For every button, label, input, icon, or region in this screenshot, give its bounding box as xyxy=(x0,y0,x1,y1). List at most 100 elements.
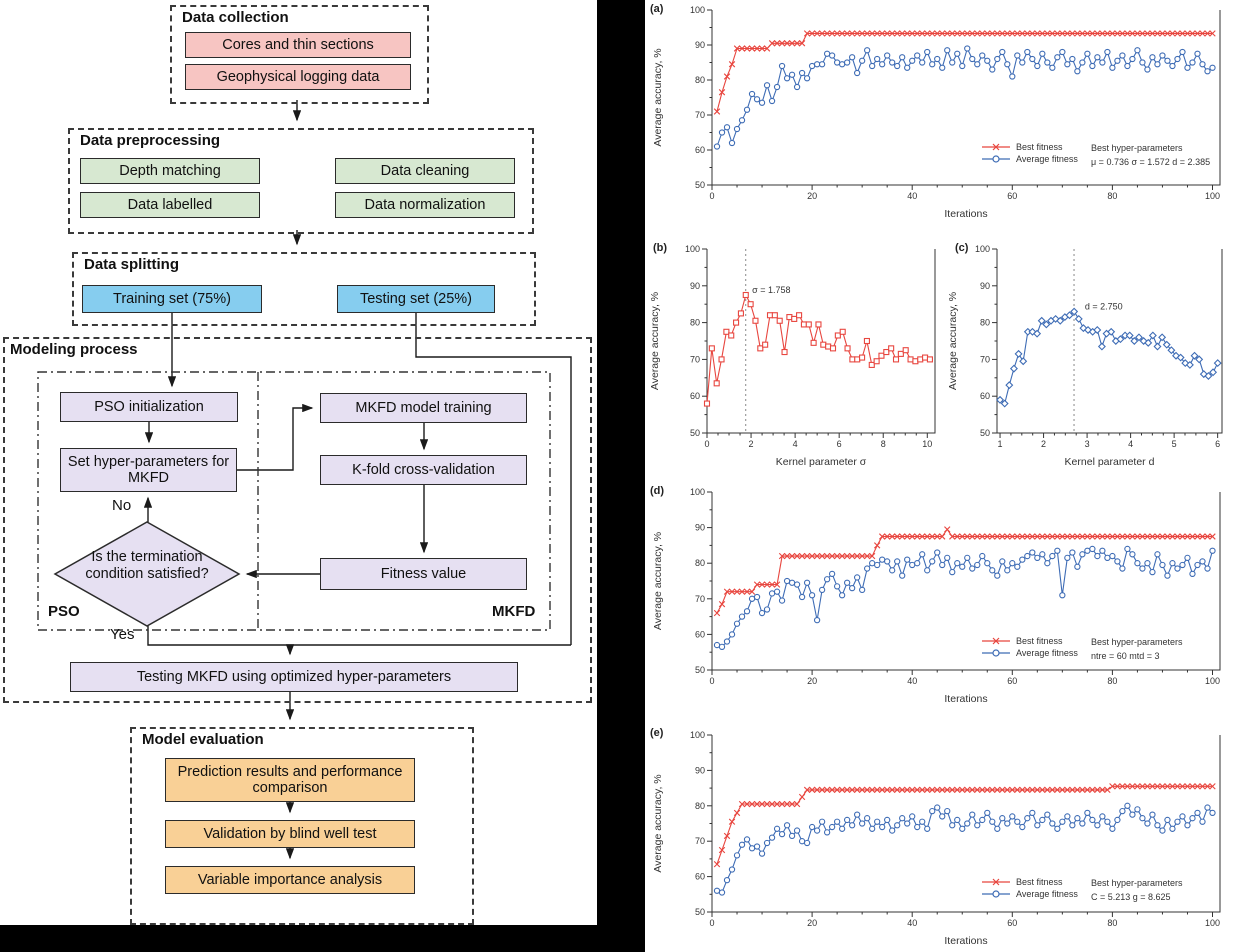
svg-text:Iterations: Iterations xyxy=(944,208,987,220)
svg-text:2: 2 xyxy=(1041,439,1046,449)
chart-c: (c) 50 60 70 80 90 100 1 2 3 4 5 6 Kernel parameter … xyxy=(945,237,1233,480)
flowchart-connectors xyxy=(37,100,572,860)
svg-text:6: 6 xyxy=(1215,439,1220,449)
chart-a-label: (a) xyxy=(650,3,664,15)
charts-panel: (a) 50 60 70 80 90 100 0 20 40 60 80 100 Iterations A… xyxy=(645,0,1233,952)
chart-c-label: (c) xyxy=(955,242,969,254)
svg-text:50: 50 xyxy=(690,428,700,438)
testing-set-box: Testing set (25%) xyxy=(337,285,495,313)
best-fitness-marker-icon xyxy=(982,637,1010,645)
svg-text:10: 10 xyxy=(922,439,932,449)
depth-matching-box: Depth matching xyxy=(80,158,260,184)
legend-best-fitness: Best fitness xyxy=(1016,142,1063,152)
svg-text:70: 70 xyxy=(980,354,990,364)
chart-a-plot: 50 60 70 80 90 100 0 20 40 60 80 100 Iterations Avera… xyxy=(652,5,1221,220)
svg-text:20: 20 xyxy=(807,918,817,928)
cores-thin-sections-box: Cores and thin sections xyxy=(185,32,411,58)
svg-text:20: 20 xyxy=(807,191,817,201)
svg-text:100: 100 xyxy=(690,487,705,497)
chart-b: (b) 50 60 70 80 90 100 0 2 4 6 8 10 Kernel parameter… xyxy=(645,237,945,480)
svg-text:100: 100 xyxy=(1205,191,1220,201)
svg-text:0: 0 xyxy=(709,918,714,928)
svg-text:80: 80 xyxy=(695,75,705,85)
training-set-box: Training set (75%) xyxy=(82,285,262,313)
svg-text:6: 6 xyxy=(837,439,842,449)
testing-mkfd-box: Testing MKFD using optimized hyper-param… xyxy=(70,662,518,692)
svg-text:100: 100 xyxy=(1205,676,1220,686)
data-preprocessing-title: Data preprocessing xyxy=(80,132,221,149)
svg-text:40: 40 xyxy=(907,676,917,686)
chart-a-hyperparams: Best hyper-parameters μ = 0.736 σ = 1.57… xyxy=(1091,142,1210,169)
svg-text:80: 80 xyxy=(1107,676,1117,686)
best-fitness-marker-icon xyxy=(982,143,1010,151)
hyper-values: C = 5.213 g = 8.625 xyxy=(1091,891,1171,902)
chart-d-legend: Best fitness Average fitness xyxy=(981,636,1078,658)
blind-well-test-box: Validation by blind well test xyxy=(165,820,415,848)
model-evaluation-title: Model evaluation xyxy=(142,731,264,748)
svg-text:Iterations: Iterations xyxy=(944,935,987,947)
data-cleaning-box: Data cleaning xyxy=(335,158,515,184)
svg-text:50: 50 xyxy=(695,665,705,675)
chart-e-legend: Best fitness Average fitness xyxy=(981,877,1078,899)
svg-text:90: 90 xyxy=(695,40,705,50)
svg-text:80: 80 xyxy=(1107,918,1117,928)
svg-text:4: 4 xyxy=(1128,439,1133,449)
mkfd-model-training-box: MKFD model training xyxy=(320,393,527,423)
svg-text:Iterations: Iterations xyxy=(944,693,987,705)
svg-text:Average accuracy, %: Average accuracy, % xyxy=(652,48,664,146)
svg-text:50: 50 xyxy=(980,428,990,438)
flowchart-panel: Data collection Cores and thin sections … xyxy=(0,0,597,925)
chart-b-plot: 50 60 70 80 90 100 0 2 4 6 8 10 Kernel parameter σ Av… xyxy=(649,244,936,468)
svg-text:20: 20 xyxy=(807,676,817,686)
average-fitness-marker-icon xyxy=(982,155,1010,163)
svg-text:80: 80 xyxy=(690,318,700,328)
chart-e-hyperparams: Best hyper-parameters C = 5.213 g = 8.62… xyxy=(1091,877,1183,904)
svg-text:70: 70 xyxy=(695,836,705,846)
svg-text:5: 5 xyxy=(1172,439,1177,449)
svg-text:60: 60 xyxy=(695,145,705,155)
svg-text:90: 90 xyxy=(690,281,700,291)
chart-b-label: (b) xyxy=(653,242,668,254)
legend-average-fitness: Average fitness xyxy=(1016,889,1078,899)
hyper-title: Best hyper-parameters xyxy=(1091,637,1183,647)
hyper-values: ntre = 60 mtd = 3 xyxy=(1091,650,1160,661)
data-normalization-box: Data normalization xyxy=(335,192,515,218)
svg-text:3: 3 xyxy=(1085,439,1090,449)
svg-text:60: 60 xyxy=(980,391,990,401)
svg-text:60: 60 xyxy=(695,629,705,639)
svg-text:60: 60 xyxy=(695,872,705,882)
data-labelled-box: Data labelled xyxy=(80,192,260,218)
prediction-results-box: Prediction results and performance compa… xyxy=(165,758,415,802)
svg-text:90: 90 xyxy=(980,281,990,291)
svg-text:90: 90 xyxy=(695,765,705,775)
data-splitting-title: Data splitting xyxy=(84,256,180,273)
svg-text:100: 100 xyxy=(975,244,990,254)
svg-text:60: 60 xyxy=(1007,676,1017,686)
fitness-value-box: Fitness value xyxy=(320,558,527,590)
svg-text:80: 80 xyxy=(695,801,705,811)
chart-d-plot: 50 60 70 80 90 100 0 20 40 60 80 100 Iterations Avera… xyxy=(652,487,1221,705)
chart-a-legend: Best fitness Average fitness xyxy=(981,142,1078,164)
svg-text:60: 60 xyxy=(1007,191,1017,201)
geophysical-logging-box: Geophysical logging data xyxy=(185,64,411,90)
svg-text:0: 0 xyxy=(709,676,714,686)
chart-e-label: (e) xyxy=(650,727,664,739)
chart-c-plot: 50 60 70 80 90 100 1 2 3 4 5 6 Kernel parameter d Ave… xyxy=(947,244,1223,468)
svg-text:50: 50 xyxy=(695,180,705,190)
chart-d-hyperparams: Best hyper-parameters ntre = 60 mtd = 3 xyxy=(1091,636,1183,663)
svg-text:Average accuracy, %: Average accuracy, % xyxy=(649,292,661,390)
data-collection-title: Data collection xyxy=(182,9,289,26)
hyper-title: Best hyper-parameters xyxy=(1091,878,1183,888)
svg-text:100: 100 xyxy=(685,244,700,254)
svg-text:100: 100 xyxy=(690,5,705,15)
svg-text:d = 2.750: d = 2.750 xyxy=(1085,302,1123,312)
legend-average-fitness: Average fitness xyxy=(1016,648,1078,658)
svg-text:0: 0 xyxy=(709,191,714,201)
svg-text:Kernel parameter σ: Kernel parameter σ xyxy=(776,456,867,468)
legend-best-fitness: Best fitness xyxy=(1016,877,1063,887)
svg-text:50: 50 xyxy=(695,907,705,917)
svg-text:Average accuracy, %: Average accuracy, % xyxy=(652,532,664,630)
svg-text:80: 80 xyxy=(980,318,990,328)
modeling-process-group xyxy=(3,337,592,703)
svg-text:60: 60 xyxy=(690,391,700,401)
